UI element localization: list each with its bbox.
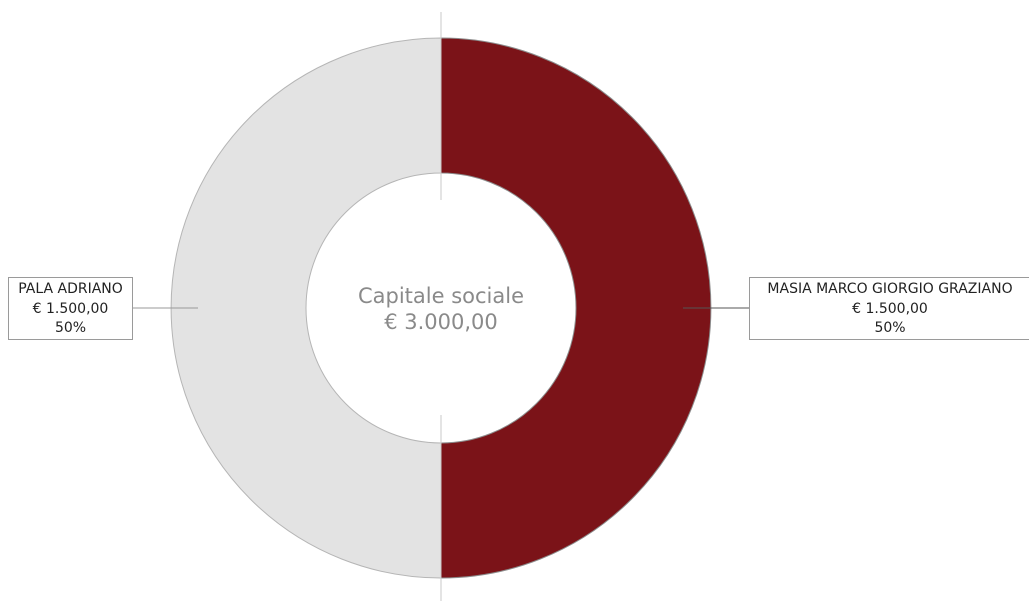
slice-label-name-masia: MASIA MARCO GIORGIO GRAZIANO — [767, 281, 1012, 297]
slice-label-percent-pala: 50% — [55, 320, 86, 336]
slice-label-percent-masia: 50% — [874, 320, 905, 336]
center-value: € 3.000,00 — [384, 310, 498, 334]
center-title: Capitale sociale — [358, 284, 524, 308]
slice-label-box-masia — [749, 277, 1029, 340]
donut-slice-pala[interactable] — [170, 37, 442, 579]
slice-label-name-pala: PALA ADRIANO — [18, 281, 123, 297]
donut-slice-masia[interactable] — [440, 37, 712, 579]
slice-label-masia: MASIA MARCO GIORGIO GRAZIANO € 1.500,00 … — [749, 277, 1029, 340]
slice-label-pala: PALA ADRIANO € 1.500,00 50% — [8, 277, 133, 340]
slice-label-amount-pala: € 1.500,00 — [33, 301, 109, 317]
slice-label-amount-masia: € 1.500,00 — [852, 301, 928, 317]
slice-label-box-pala — [8, 277, 133, 340]
